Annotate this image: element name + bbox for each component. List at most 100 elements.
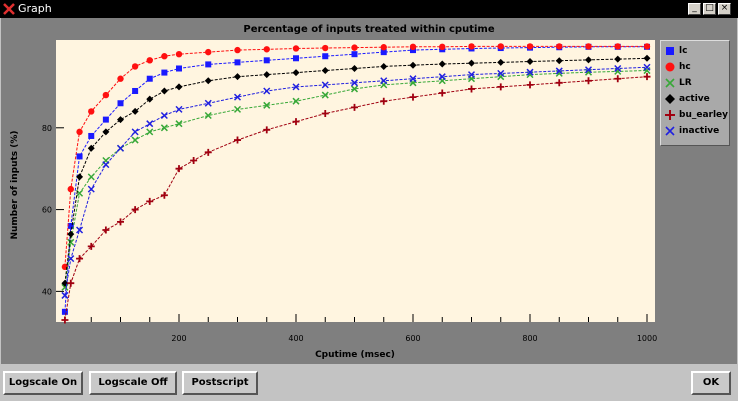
point-hc [380, 44, 387, 51]
point-bu_earley [321, 109, 329, 117]
point-bu_earley [160, 191, 168, 199]
point-lc [322, 53, 329, 60]
point-hc [117, 75, 124, 82]
point-hc [468, 43, 475, 50]
x-axis-label: Cputime (msec) [315, 350, 395, 360]
logscale-off-button[interactable]: Logscale Off [89, 371, 177, 395]
point-inactive [146, 120, 154, 128]
series-line-active [64, 57, 648, 284]
point-LR [146, 128, 154, 136]
point-bu_earley [555, 79, 563, 87]
maximize-button[interactable]: □ [703, 3, 716, 15]
point-bu_earley [292, 118, 300, 126]
point-inactive [526, 68, 534, 76]
point-LR [614, 67, 622, 75]
point-active [160, 87, 168, 95]
point-LR [160, 124, 168, 132]
title-bar[interactable]: Graph _ □ × [0, 0, 738, 18]
point-LR [292, 97, 300, 105]
point-lc [293, 55, 299, 62]
point-lc [76, 153, 83, 160]
point-lc [176, 65, 182, 72]
point-active [438, 60, 446, 68]
point-hc [67, 185, 74, 193]
point-hc [263, 46, 270, 53]
point-LR [87, 173, 95, 181]
point-active [263, 71, 271, 79]
point-inactive [643, 63, 651, 71]
point-inactive [555, 67, 563, 75]
point-inactive [175, 105, 183, 113]
point-bu_earley [468, 85, 475, 93]
legend-label: inactive [679, 126, 720, 136]
point-inactive [67, 255, 75, 263]
point-hc [205, 48, 212, 56]
point-active [131, 107, 139, 115]
point-inactive [263, 87, 271, 95]
point-LR [350, 85, 359, 93]
point-bu_earley [146, 197, 154, 205]
point-lc [380, 49, 387, 56]
point-inactive [614, 64, 622, 73]
legend-label: lc [679, 46, 688, 56]
point-lc [88, 132, 95, 139]
point-lc [234, 59, 241, 66]
legend-x-icon [665, 126, 675, 136]
point-hc [131, 63, 139, 70]
point-hc [351, 44, 358, 51]
y-tick-label: 80 [42, 124, 52, 133]
point-lc [146, 75, 153, 82]
x-tick-label: 200 [171, 334, 186, 343]
point-hc [614, 43, 621, 50]
point-hc [439, 43, 446, 51]
point-active [234, 73, 241, 81]
x-tick-label: 600 [405, 334, 420, 343]
point-bu_earley [380, 97, 388, 105]
point-active [614, 55, 622, 63]
point-inactive [438, 73, 446, 81]
legend-circle-icon [665, 62, 675, 72]
point-LR [131, 136, 139, 144]
point-hc [88, 108, 95, 115]
point-active [585, 56, 592, 64]
legend-plus-icon [665, 110, 675, 120]
postscript-button[interactable]: Postscript [182, 371, 258, 395]
point-hc [526, 43, 534, 50]
x-tick-label: 800 [522, 334, 537, 343]
y-tick-label: 60 [42, 206, 52, 215]
logscale-on-button[interactable]: Logscale On [3, 371, 83, 395]
point-inactive [321, 81, 329, 89]
point-bu_earley [204, 148, 212, 156]
point-lc [410, 47, 416, 54]
window-title: Graph [18, 2, 52, 15]
point-lc [351, 51, 358, 58]
point-bu_earley [87, 242, 95, 250]
point-bu_earley [67, 279, 75, 287]
point-inactive [584, 66, 593, 74]
point-active [117, 116, 124, 124]
point-active [175, 83, 183, 91]
point-hc [76, 128, 83, 136]
point-LR [204, 111, 212, 120]
point-hc [409, 43, 417, 51]
legend-label: bu_earley [679, 110, 729, 120]
series-line-hc [64, 45, 647, 267]
point-active [76, 173, 84, 181]
point-bu_earley [643, 73, 651, 81]
point-inactive [350, 79, 359, 87]
point-hc [497, 43, 504, 50]
minimize-button[interactable]: _ [688, 3, 701, 15]
point-active [67, 230, 75, 238]
ok-button[interactable]: OK [691, 371, 731, 395]
point-inactive [160, 111, 168, 120]
point-active [87, 144, 95, 152]
point-active [555, 57, 563, 65]
legend-x-icon [665, 78, 675, 88]
point-lc [263, 57, 270, 64]
close-button[interactable]: × [718, 3, 731, 15]
point-bu_earley [61, 316, 69, 324]
legend-diamond-icon [665, 94, 675, 104]
point-LR [233, 105, 242, 113]
x-logo-icon [3, 3, 15, 15]
